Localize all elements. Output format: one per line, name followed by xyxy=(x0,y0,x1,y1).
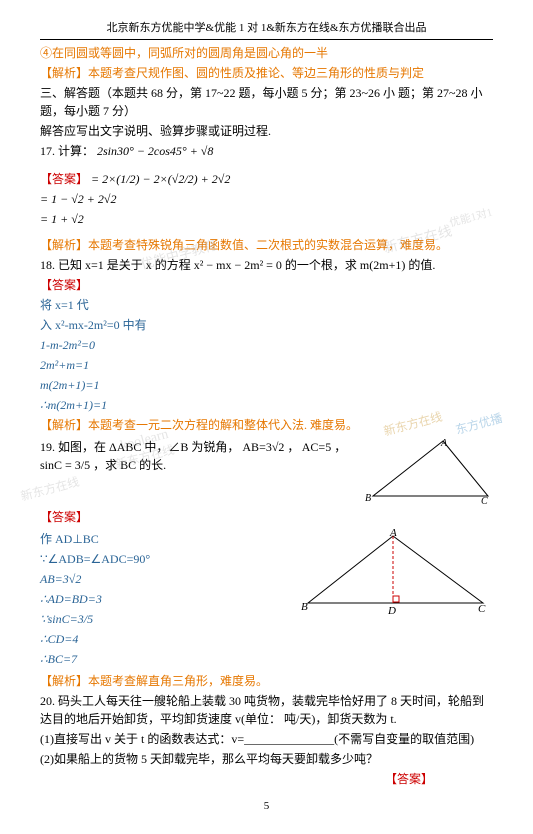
q18-analysis: 【解析】本题考查一元二次方程的解和整体代入法. 难度易。 xyxy=(40,416,493,434)
q18-a6: ∴m(2m+1)=1 xyxy=(40,396,493,414)
q18-a3: 1-m-2m²=0 xyxy=(40,336,493,354)
vertex-b: B xyxy=(365,493,371,504)
q19-a4: ∴AD=BD=3 xyxy=(40,590,293,608)
section3-note: 解答应写出文字说明、验算步骤或证明过程. xyxy=(40,122,493,140)
q20: 20. 码头工人每天往一艘轮船上装载 30 吨货物，装载完毕恰好用了 8 天时间… xyxy=(40,692,493,728)
vertex-c2: C xyxy=(478,603,486,615)
q19-a5: ∵sinC=3/5 xyxy=(40,610,293,628)
vertex-d2: D xyxy=(387,605,396,617)
q17-step3: = 1 + √2 xyxy=(40,210,493,228)
q19-a6: ∴CD=4 xyxy=(40,630,293,648)
q18-a1: 将 x=1 代 xyxy=(40,296,493,314)
q18-a2: 入 x²-mx-2m²=0 中有 xyxy=(40,316,493,334)
q19-a7: ∴BC=7 xyxy=(40,650,293,668)
q17-step2: = 1 − √2 + 2√2 xyxy=(40,190,493,208)
analysis-16: 【解析】本题考查尺规作图、圆的性质及推论、等边三角形的性质与判定 xyxy=(40,64,493,82)
q19-row: 19. 如图，在 ΔABC 中，∠B 为锐角， AB=3√2 ， AC=5 ，s… xyxy=(40,436,493,506)
q20-answer-label: 【答案】 xyxy=(40,770,433,788)
q19: 19. 如图，在 ΔABC 中，∠B 为锐角， AB=3√2 ， AC=5 ，s… xyxy=(40,438,363,474)
vertex-c: C xyxy=(481,496,488,506)
page-number: 5 xyxy=(40,798,493,815)
q18-a5: m(2m+1)=1 xyxy=(40,376,493,394)
q18-a4: 2m²+m=1 xyxy=(40,356,493,374)
triangle-abc: A B C xyxy=(363,436,493,506)
q19-a2: ∵∠ADB=∠ADC=90° xyxy=(40,550,293,568)
q17: 17. 计算： 2sin30° − 2cos45° + √8 xyxy=(40,142,493,160)
q17-answer-label: 【答案】 = 2×(1/2) − 2×(√2/2) + 2√2 xyxy=(40,170,493,188)
q19-a3: AB=3√2 xyxy=(40,570,293,588)
q18: 18. 已知 x=1 是关于 x 的方程 x² − mx − 2m² = 0 的… xyxy=(40,256,493,274)
q19-a1: 作 AD⊥BC xyxy=(40,530,293,548)
note-circle: ④在同圆或等圆中，同弧所对的圆周角是圆心角的一半 xyxy=(40,44,493,62)
q19-analysis: 【解析】本题考查解直角三角形，难度易。 xyxy=(40,672,493,690)
q20-sub2: (2)如果船上的货物 5 天卸载完毕，那么平均每天要卸载多少吨？ xyxy=(40,750,493,768)
section3-title: 三、解答题（本题共 68 分，第 17~22 题，每小题 5 分；第 23~26… xyxy=(40,84,493,120)
answer-label: 【答案】 xyxy=(40,172,88,186)
q17-expr: 2sin30° − 2cos45° + √8 xyxy=(97,144,213,158)
q18-answer-label: 【答案】 xyxy=(40,276,493,294)
triangle-abdc: A B C D xyxy=(293,528,493,618)
q17-step1: = 2×(1/2) − 2×(√2/2) + 2√2 xyxy=(91,172,230,186)
q20-sub1: (1)直接写出 v 关于 t 的函数表达式：v=_______________(… xyxy=(40,730,493,748)
q19-answer-row: 作 AD⊥BC ∵∠ADB=∠ADC=90° AB=3√2 ∴AD=BD=3 ∵… xyxy=(40,528,493,670)
q17-label: 17. 计算： xyxy=(40,144,94,158)
vertex-b2: B xyxy=(301,601,308,613)
vertex-a2: A xyxy=(389,528,397,539)
q17-analysis: 【解析】本题考查特殊锐角三角函数值、二次根式的实数混合运算，难度易。 xyxy=(40,236,493,254)
vertex-a: A xyxy=(440,438,448,449)
page-header: 北京新东方优能中学&优能 1 对 1&新东方在线&东方优播联合出品 xyxy=(40,20,493,40)
q19-answer-label: 【答案】 xyxy=(40,508,493,526)
